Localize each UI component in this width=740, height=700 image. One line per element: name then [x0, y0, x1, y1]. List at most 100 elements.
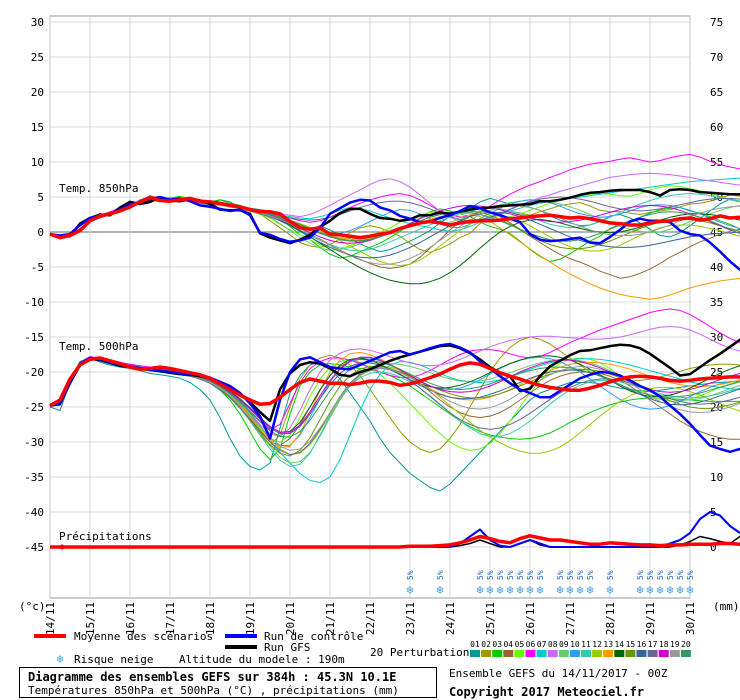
snow-risk-label: 5% [506, 570, 515, 580]
perturbation-id-label: 15 [626, 640, 636, 649]
snow-risk-label: 5% [516, 570, 525, 580]
left-tick-label: 10 [31, 156, 44, 169]
snow-risk-label: 5% [656, 570, 665, 580]
perturbation-id-label: 18 [659, 640, 669, 649]
perturbation-swatch [581, 650, 591, 657]
snow-icon: ❄ [486, 583, 493, 597]
right-tick-label: 10 [710, 471, 723, 484]
date-label: 25/11 [484, 602, 497, 635]
snow-icon: ❄ [576, 583, 583, 597]
snow-icon: ❄ [516, 583, 523, 597]
snow-risk-label: 5% [566, 570, 575, 580]
chart-subtitle: Températures 850hPa et 500hPa (°C) , pré… [28, 684, 399, 697]
precip-start-dot [59, 544, 65, 550]
right-tick-label: 35 [710, 296, 723, 309]
date-label: 28/11 [604, 602, 617, 635]
perturbation-swatch [470, 650, 480, 657]
perturbation-id-label: 02 [481, 640, 491, 649]
snow-icon: ❄ [406, 583, 413, 597]
perturbation-swatch [547, 650, 558, 657]
left-tick-label: -35 [24, 471, 44, 484]
snow-risk-label: 5% [486, 570, 495, 580]
snow-icon: ❄ [606, 583, 613, 597]
perturbation-id-label: 01 [470, 640, 480, 649]
snow-risk-label: 5% [406, 570, 415, 580]
snow-risk-label: 5% [586, 570, 595, 580]
perturbation-swatch [625, 650, 636, 657]
date-label: 27/11 [564, 602, 577, 635]
snow-icon: ❄ [566, 583, 573, 597]
perturbation-swatch [592, 650, 603, 657]
date-label: 15/11 [84, 602, 97, 635]
date-label: 16/11 [124, 602, 137, 635]
legend-altitude-label: Altitude du modele : 190m [179, 653, 345, 666]
perturbation-swatch [492, 650, 503, 657]
snow-icon: ❄ [536, 583, 543, 597]
left-tick-label: -5 [31, 261, 44, 274]
snow-icon: ❄ [506, 583, 513, 597]
panel-label-precip: Précipitations [59, 530, 152, 543]
left-tick-label: -40 [24, 506, 44, 519]
left-tick-label: -30 [24, 436, 44, 449]
snow-icon: ❄ [526, 583, 533, 597]
snow-icon: ❄ [686, 583, 693, 597]
snow-risk-label: 5% [686, 570, 695, 580]
date-label: 24/11 [444, 602, 457, 635]
right-tick-label: 60 [710, 121, 723, 134]
perturbation-swatch [536, 650, 547, 657]
snow-risk-label: 5% [496, 570, 505, 580]
perturbation-swatch [603, 650, 614, 657]
date-label: 18/11 [204, 602, 217, 635]
perturbation-swatch [680, 650, 691, 657]
date-label: 19/11 [244, 602, 257, 635]
t500-control-line [49, 342, 740, 454]
perturbation-swatch [669, 650, 680, 657]
t850-mean-line [49, 195, 740, 240]
perturbation-swatch [558, 650, 569, 657]
left-tick-label: -15 [24, 331, 44, 344]
legend-control-label: Run de contrôle [264, 630, 363, 643]
perturbation-swatch [636, 650, 647, 657]
left-tick-label: 25 [31, 51, 44, 64]
chart-title: Diagramme des ensembles GEFS sur 384h : … [28, 670, 397, 684]
snow-risk-label: 5% [646, 570, 655, 580]
right-axis-unit: (mm) [713, 600, 740, 613]
perturbation-id-label: 13 [603, 640, 613, 649]
snow-risk-label: 5% [556, 570, 565, 580]
perturbation-swatch [614, 650, 625, 657]
perturbation-swatch [481, 650, 492, 657]
perturbation-id-label: 04 [503, 640, 513, 649]
perturbation-swatch [525, 650, 536, 657]
right-tick-label: 25 [710, 366, 723, 379]
snow-icon: ❄ [676, 583, 683, 597]
legend-perturbations-label: 20 Perturbations [370, 646, 476, 659]
snow-icon: ❄ [496, 583, 503, 597]
perturbation-id-label: 16 [637, 640, 647, 649]
date-label: 29/11 [644, 602, 657, 635]
snow-icon: ❄ [586, 583, 593, 597]
snow-risk-label: 5% [436, 570, 445, 580]
right-tick-label: 0 [710, 541, 717, 554]
snow-icon: ❄ [556, 583, 563, 597]
perturbation-swatch [503, 650, 514, 657]
right-tick-label: 40 [710, 261, 723, 274]
perturbation-id-label: 12 [592, 640, 602, 649]
perturbation-id-label: 08 [548, 640, 558, 649]
date-label: 22/11 [364, 602, 377, 635]
date-label: 26/11 [524, 602, 537, 635]
left-tick-label: -25 [24, 401, 44, 414]
snow-risk-label: 5% [576, 570, 585, 580]
date-label: 17/11 [164, 602, 177, 635]
t500-perturbation-line [49, 336, 740, 453]
snow-icon: ❄ [636, 583, 643, 597]
right-tick-label: 55 [710, 156, 723, 169]
panel-label-t850: Temp. 850hPa [59, 182, 138, 195]
snow-risk-label: 5% [526, 570, 535, 580]
snow-icon: ❄ [646, 583, 653, 597]
title-box: Diagramme des ensembles GEFS sur 384h : … [19, 667, 437, 698]
snow-icon: ❄ [656, 583, 663, 597]
left-tick-label: -45 [24, 541, 44, 554]
run-info: Ensemble GEFS du 14/11/2017 - 00Z [449, 667, 668, 680]
perturbation-id-label: 05 [515, 640, 525, 649]
